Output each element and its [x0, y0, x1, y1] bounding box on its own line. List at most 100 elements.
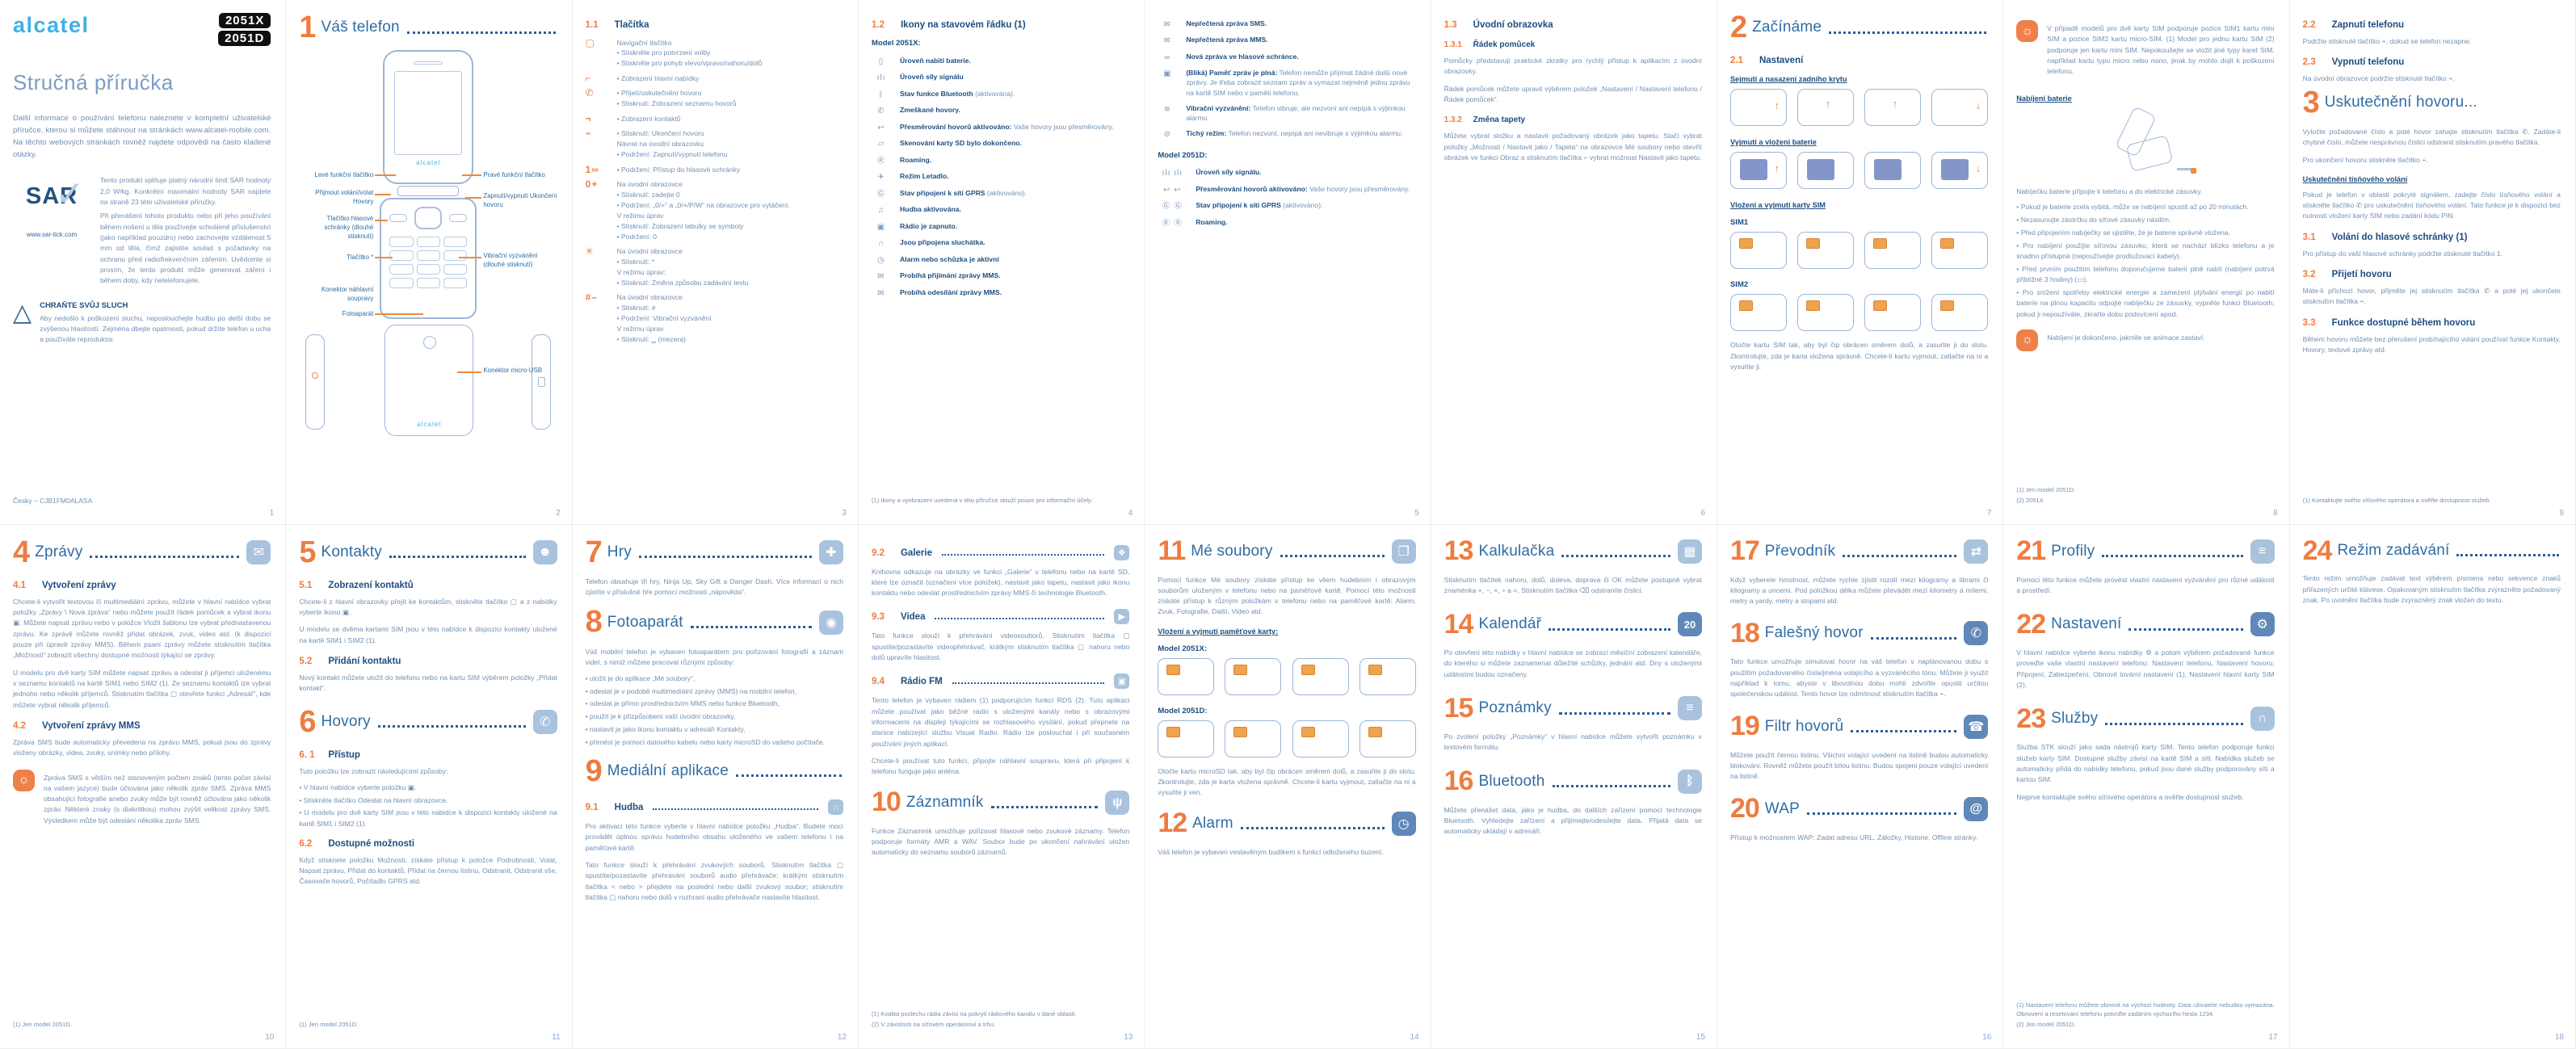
page-5-status-icons-2: ✉ Nepřečtená zpráva SMS. ✉ Nepřečtená zp…: [1145, 0, 1431, 525]
tip-bulb-icon: ☼: [2016, 20, 2039, 42]
page-8-charging: ☼ V případě modelů pro dvě karty SIM pod…: [2003, 0, 2290, 525]
tip-text: Zpráva SMS s větším než stanoveným počte…: [44, 773, 271, 825]
sar-paragraph-1: Tento produkt splňuje platný národní lim…: [100, 176, 271, 207]
chapter-header: 2 Začínáme: [1729, 10, 1988, 44]
dot-leader: [406, 31, 556, 34]
key-description-line: • Zobrazení hlavní nabídky: [616, 73, 700, 82]
sd-step: [1359, 720, 1416, 757]
paragraph: U modelu pro dvě karty SIM můžete napsat…: [13, 668, 271, 709]
key-description-line: Na úvodní obrazovce: [616, 180, 683, 189]
paragraph: Po zvolení položky „Poznámky“ v hlavní n…: [1443, 732, 1702, 752]
section-number: 1.3: [1443, 20, 1457, 30]
calendar-icon: 20: [1677, 612, 1702, 637]
status-icon-row: Ⓖ Stav připojení k síti GPRS (aktivováno…: [872, 188, 1129, 199]
subheading: Uskutečnění tísňového volání: [2302, 174, 2408, 183]
chapter-title: Kalkulačka: [1478, 542, 1555, 560]
camera-icon: ◉: [818, 610, 843, 635]
chapter-number: 7: [585, 535, 603, 569]
paragraph: Nejprve kontaktujte svého síťového operá…: [2016, 792, 2244, 801]
paragraph: Tato funkce umožňuje simulovat hovor na …: [1729, 657, 1989, 699]
tip-bulb-icon: ☼: [2016, 329, 2039, 351]
chapter-number: 6: [299, 704, 316, 739]
chapter-number: 22: [2016, 608, 2046, 640]
callout-camera: Fotoaparát: [342, 310, 374, 318]
dot-leader: [90, 556, 240, 559]
chapter-title: Váš telefon: [321, 19, 400, 36]
key-list: ▢ Navigační tlačítko • Stiskněte pro potv…: [586, 33, 843, 349]
key-3: [443, 237, 468, 248]
charging-bullet-list: • Pokud je baterie zcela vybitá, může se…: [2016, 200, 2274, 322]
status-icon-row: ✉ Probíhá přijímání zprávy MMS.: [872, 271, 1129, 282]
navigation-key: [414, 207, 443, 230]
status-icon-row: Ⓡ Roaming.: [872, 155, 1129, 166]
chapter-title: Zprávy: [35, 543, 83, 560]
contact-icon: ☻: [532, 539, 557, 564]
key-4: [389, 250, 414, 262]
key-description-line: • Zobrazení kontaktů: [616, 114, 681, 123]
section-number: 1.3.1: [1443, 40, 1462, 49]
bluetooth-icon: ᛒ: [1677, 769, 1702, 794]
sim-step: [1864, 232, 1922, 270]
sd-step: [1158, 657, 1215, 695]
callout-voicemail-key: Tlačítko hlasové schránky (dlouhé stiskn…: [324, 215, 374, 240]
microphone-icon: ψ: [1105, 790, 1130, 815]
page-4-status-icons: 1.2 Ikony na stavovém řádku (1) Model 20…: [858, 0, 1145, 525]
callout-headset-connector: Konektor náhlavní soupravy: [321, 286, 374, 303]
dot-leader: [941, 553, 1105, 556]
chapter-title: Falešný hovor: [1764, 624, 1864, 642]
sim2-label: SIM2: [1729, 280, 1749, 290]
dot-leader: [1558, 711, 1670, 715]
dot-leader: [1851, 730, 1957, 733]
bullet-item: • nastavit je jako ikonu kontaktu v adre…: [585, 725, 746, 734]
page-number: 7: [1986, 508, 1992, 518]
key-description-line: • Stisknutí: #: [616, 303, 656, 312]
dot-leader: [653, 808, 818, 810]
paragraph: Tato funkce slouží k přehrávání zvukovýc…: [585, 860, 843, 901]
dot-leader: [1843, 555, 1957, 557]
battery-figure: ↑ ↑ ↑ ↓: [1729, 152, 1989, 190]
chapter-title: Začínáme: [1752, 19, 1822, 36]
sim2-figure: [1729, 294, 1989, 332]
phone-front-illustration: alcatel: [383, 50, 474, 185]
model-badge-2051d: 2051D: [218, 31, 271, 46]
notes-icon: ≡: [1677, 696, 1702, 721]
phone-screen: [394, 71, 463, 156]
page-number: 2: [556, 508, 561, 518]
sd-step: [1292, 657, 1349, 695]
bullet-item: • Stiskněte tlačítko Odeslat na hlavní o…: [299, 795, 448, 804]
page-10-messages: 4 Zprávy ✉ 4.1 Vytvoření zprávy Chcete-l…: [0, 524, 287, 1049]
page-2-your-phone: 1 Váš telefon alcatel: [286, 0, 573, 525]
page-number: 8: [2273, 508, 2278, 518]
charger-plug: [2190, 167, 2196, 174]
chapter-title: Profily: [2051, 542, 2095, 560]
figure-label: Vložení a vyjmutí karty SIM: [1729, 201, 1826, 210]
call-key-icon: ✆: [585, 87, 595, 99]
access-bullet-list: • V hlavní nabídce vyberte položku ▣. • S…: [299, 780, 557, 831]
paragraph: Můžete přenášet data, jako je hudba, do …: [1443, 805, 1702, 836]
bullet-item: • Pokud je baterie zcela vybitá, může se…: [2016, 203, 2249, 212]
chapter-number: 2: [1729, 10, 1747, 44]
camera-lens: [423, 336, 437, 350]
mms-sending-icon: ✉: [877, 288, 885, 298]
chapter-number: 9: [585, 753, 603, 788]
chapter-number: 8: [585, 605, 603, 640]
paragraph: Chcete-li používat tuto funkci, připojte…: [871, 756, 1130, 776]
calculator-icon: ▦: [1677, 539, 1702, 564]
paragraph: Tento režim umožňuje zadávat text výběre…: [2302, 574, 2561, 605]
chapter-number: 14: [1443, 608, 1474, 640]
bullet-item: • odeslat je v podobě multimediální zprá…: [585, 686, 797, 695]
section-number: 1.2: [871, 20, 885, 30]
callout-micro-usb: Konektor micro-USB: [483, 367, 543, 375]
folder-icon: ❐: [1391, 539, 1416, 564]
sim-step: [1864, 294, 1922, 332]
dual-call-forward-icon: ↩ ↩: [1163, 185, 1182, 195]
sms-unread-icon: ✉: [1163, 19, 1171, 29]
section-number: 2.1: [1729, 56, 1743, 66]
key-description-line: • Stisknutí: Zobrazení tabulky se symbol…: [616, 221, 744, 230]
paragraph: Po otevření této nabídky v hlavní nabídc…: [1443, 648, 1702, 678]
dot-leader: [1870, 636, 1957, 640]
sd-card-icon: ▱: [877, 140, 885, 149]
dot-leader: [2128, 627, 2243, 631]
status-icon-list-dual: ılı ılı Úroveň síly signálu. ↩ ↩ Přesměr…: [1158, 162, 1415, 234]
paragraph: Pomocí této funkce můžete provést vlastn…: [2016, 575, 2275, 594]
